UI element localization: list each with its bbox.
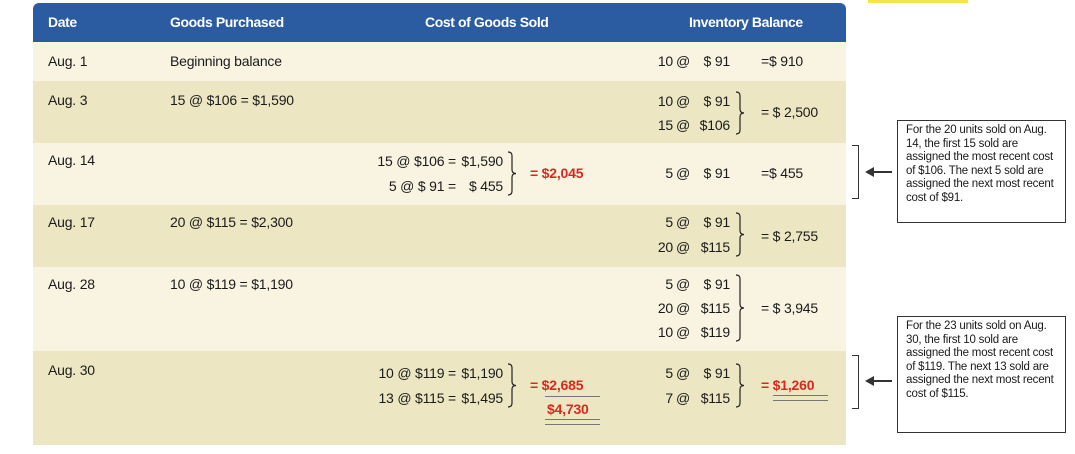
inventory-total: =$ 910	[761, 53, 804, 69]
aug30-arrow-icon	[865, 376, 892, 385]
cogs-line-calc: 5 @ $ 91 =	[388, 178, 456, 194]
row-date: Aug. 14	[48, 152, 95, 168]
inv-cost: $ 91	[703, 165, 731, 181]
inv-cost: $115	[700, 390, 731, 406]
inv-at-sign: @	[676, 239, 691, 255]
cogs-line-value: $1,495	[461, 390, 503, 406]
header-goods-purchased: Goods Purchased	[170, 14, 284, 30]
aug14-arrow-icon	[865, 167, 892, 176]
inv-at-sign: @	[676, 165, 691, 181]
header-inventory-balance: Inventory Balance	[689, 14, 803, 30]
inv-cost: $119	[700, 324, 731, 340]
aug14-callout: For the 20 units sold on Aug. 14, the fi…	[897, 120, 1066, 223]
inv-at-sign: @	[676, 276, 691, 292]
inv-at-sign: @	[676, 117, 691, 133]
inv-qty: 10	[657, 93, 673, 109]
inventory-brace	[735, 212, 745, 257]
inventory-total: = $ 3,945	[761, 300, 818, 316]
inv-qty: 20	[657, 239, 673, 255]
table-row	[33, 143, 846, 205]
inv-cost: $ 91	[703, 93, 731, 109]
inv-cost: $ 91	[703, 53, 731, 69]
inventory-total: = $ 2,755	[761, 228, 818, 244]
row-goods-purchased: Beginning balance	[170, 53, 282, 69]
inv-qty: 7	[665, 390, 673, 406]
cogs-line-calc: 13 @ $115 =	[378, 390, 456, 406]
inv-qty: 5	[665, 276, 673, 292]
cogs-grand-total-double-underline	[545, 419, 600, 425]
inv-at-sign: @	[676, 53, 691, 69]
cogs-line-calc: 15 @ $106 =	[377, 153, 456, 169]
inv-cost: $ 91	[703, 365, 731, 381]
lifo-perpetual-table: Date Goods Purchased Cost of Goods Sold …	[33, 3, 846, 445]
cogs-grand-total: $4,730	[547, 401, 589, 417]
inv-cost: $ 91	[703, 214, 731, 230]
table-row	[33, 267, 846, 351]
row-date: Aug. 30	[48, 362, 95, 378]
row-date: Aug. 28	[48, 276, 95, 292]
inv-cost: $106	[699, 117, 731, 133]
inv-qty: 5	[665, 165, 673, 181]
inv-qty: 15	[657, 117, 673, 133]
inv-at-sign: @	[676, 324, 691, 340]
cogs-brace	[507, 151, 517, 196]
row-goods-purchased: 10 @ $119 = $1,190	[170, 276, 293, 292]
inv-at-sign: @	[676, 390, 691, 406]
inventory-total-double-underline	[773, 395, 828, 401]
inv-qty: 10	[657, 53, 673, 69]
table-row	[33, 351, 846, 445]
row-date: Aug. 3	[48, 92, 88, 108]
inv-at-sign: @	[676, 214, 691, 230]
row-date: Aug. 17	[48, 214, 95, 230]
cogs-line-calc: 10 @ $119 =	[378, 365, 456, 381]
inv-cost: $ 91	[703, 276, 731, 292]
cogs-total: = $2,045	[530, 165, 584, 181]
inventory-total: =$ 455	[761, 165, 804, 181]
table-row	[33, 81, 846, 143]
inv-qty: 5	[665, 214, 673, 230]
cogs-line-value: $1,190	[461, 365, 503, 381]
inv-cost: $115	[700, 239, 731, 255]
row-date: Aug. 1	[48, 53, 88, 69]
cogs-total: = $2,685	[530, 377, 584, 393]
row-goods-purchased: 15 @ $106 = $1,590	[170, 92, 294, 108]
row-goods-purchased: 20 @ $115 = $2,300	[170, 214, 293, 230]
cogs-line-value: $ 455	[468, 178, 503, 194]
inv-cost: $115	[700, 300, 731, 316]
table-row	[33, 205, 846, 267]
inventory-brace	[735, 274, 745, 342]
cogs-line-value: $1,590	[461, 153, 503, 169]
cogs-total-rule	[545, 396, 600, 397]
inv-at-sign: @	[676, 93, 691, 109]
inventory-brace	[735, 363, 745, 408]
inv-qty: 20	[657, 300, 673, 316]
header-cogs: Cost of Goods Sold	[425, 14, 549, 30]
inventory-brace	[735, 91, 745, 135]
aug14-callout-bracket	[852, 145, 859, 199]
aug30-callout-bracket	[852, 355, 859, 409]
table-row	[33, 42, 846, 81]
inventory-total: = $1,260	[761, 377, 815, 393]
table-header: Date Goods Purchased Cost of Goods Sold …	[33, 3, 846, 42]
inv-at-sign: @	[676, 365, 691, 381]
inv-at-sign: @	[676, 300, 691, 316]
inventory-total: = $ 2,500	[761, 104, 818, 120]
cogs-brace	[507, 363, 517, 408]
aug30-callout: For the 23 units sold on Aug. 30, the fi…	[897, 316, 1066, 433]
inv-qty: 10	[657, 324, 673, 340]
inv-qty: 5	[665, 365, 673, 381]
highlight-strip	[868, 0, 968, 3]
header-date: Date	[48, 14, 77, 30]
